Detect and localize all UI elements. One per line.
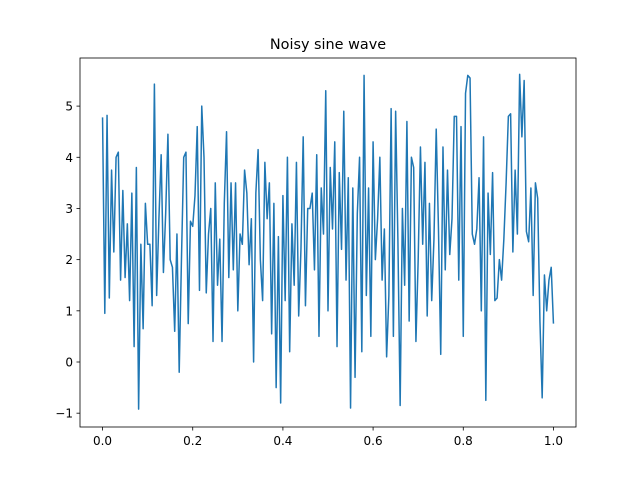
line	[101, 73, 555, 410]
y-tick-label: 3	[65, 202, 73, 216]
y-tick-label: 2	[65, 253, 73, 267]
x-tick-label: 0.6	[364, 434, 383, 448]
y-tick-label: 0	[65, 356, 73, 370]
y-tick-label: −1	[55, 407, 73, 421]
x-tick-label: 1.0	[544, 434, 563, 448]
axes-frame	[79, 57, 577, 428]
y-tick-label: 1	[65, 304, 73, 318]
y-tick-label: 4	[65, 151, 73, 165]
chart-title: Noisy sine wave	[270, 37, 386, 53]
x-tick-label: 0.0	[93, 434, 112, 448]
x-tick-label: 0.4	[273, 434, 292, 448]
x-tick-label: 0.2	[183, 434, 202, 448]
y-tick-label: 5	[65, 100, 73, 114]
x-tick-label: 0.8	[454, 434, 473, 448]
